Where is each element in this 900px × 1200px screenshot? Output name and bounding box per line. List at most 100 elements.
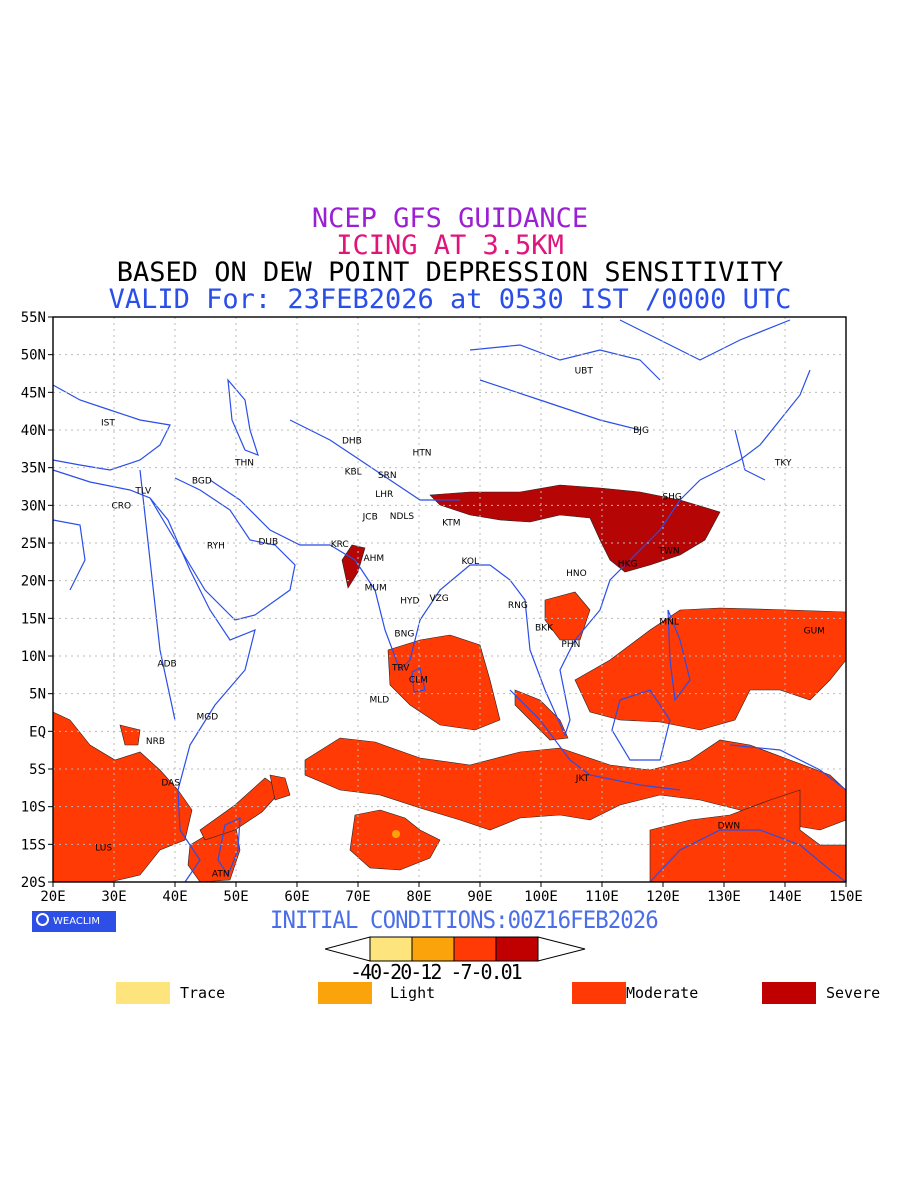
longitude-ticks: 20E 30E 40E 50E 60E 70E 80E 90E 100E 110E 120E 130E… [40, 882, 863, 905]
station-label-ktm: KTM [442, 519, 460, 529]
station-label-mnl: MNL [659, 617, 679, 627]
title-line-2: ICING AT 3.5KM [336, 230, 564, 261]
colorbar [325, 936, 586, 962]
lon-tick-label: 110E [585, 889, 619, 905]
station-label-shg: SHG [662, 492, 681, 502]
lon-tick-label: 130E [707, 889, 741, 905]
station-label-gum: GUM [804, 626, 825, 636]
lon-tick-label: 40E [162, 889, 187, 905]
lon-tick-label: 150E [829, 889, 863, 905]
lat-tick-label: EQ [29, 724, 46, 740]
station-label-atn: ATN [212, 870, 230, 880]
legend-swatch-moderate [572, 982, 626, 1004]
station-label-lhr: LHR [375, 490, 393, 500]
station-label-dhb: DHB [342, 437, 362, 447]
station-label-dwn: DWN [718, 822, 741, 832]
latitude-ticks: 55N 50N 45N 40N 35N 30N 25N 20N 15N 10N 5N EQ 5S 10S 1… [21, 310, 53, 891]
station-label-mgd: MGD [196, 712, 218, 722]
station-label-tky: TKY [774, 458, 792, 468]
colorbar-labels: -40-20-12 -7-0.01 [350, 960, 523, 984]
station-label-kbl: KBL [345, 467, 362, 477]
station-label-jkt: JKT [575, 774, 590, 784]
station-label-vzg: VZG [429, 594, 448, 604]
lat-tick-label: 10N [21, 649, 46, 665]
title-line-4: VALID For: 23FEB2026 at 0530 IST /0000 U… [108, 284, 792, 315]
lat-tick-label: 55N [21, 310, 46, 326]
station-label-ist: IST [101, 418, 115, 428]
station-label-rng: RNG [508, 601, 528, 611]
legend-label-severe: Severe [826, 984, 881, 1002]
lat-tick-label: 20S [21, 875, 46, 891]
station-label-bjg: BJG [633, 426, 649, 436]
lat-lon-grid [53, 317, 846, 882]
station-label-hyd: HYD [400, 596, 419, 606]
station-label-tlv: TLV [134, 486, 152, 496]
initial-conditions: INITIAL CONDITIONS:00Z16FEB2026 [270, 906, 659, 934]
colorbar-cell-moderate [453, 936, 497, 962]
lat-tick-label: 30N [21, 498, 46, 514]
station-label-ryh: RYH [207, 541, 225, 551]
weaclim-badge: WEACLIM [32, 911, 116, 932]
station-label-trv: TRV [391, 663, 410, 673]
lat-tick-label: 50N [21, 348, 46, 364]
station-label-krc: KRC [331, 540, 349, 550]
colorbar-cell-trace [369, 936, 413, 962]
station-label-bgd: BGD [192, 476, 212, 486]
station-label-adb: ADB [157, 660, 176, 670]
coastlines [52, 319, 847, 883]
station-label-jcb: JCB [362, 513, 378, 523]
station-label-ubt: UBT [575, 366, 594, 376]
colorbar-cell-severe [495, 936, 539, 962]
station-label-ndls: NDLS [390, 512, 415, 522]
lat-tick-label: 10S [21, 800, 46, 816]
legend-swatch-severe [762, 982, 816, 1004]
lat-tick-label: 45N [21, 385, 46, 401]
lat-tick-label: 35N [21, 461, 46, 477]
icing-areas-moderate [52, 591, 847, 883]
title-line-3: BASED ON DEW POINT DEPRESSION SENSITIVIT… [116, 257, 784, 288]
legend-swatch-trace [116, 982, 170, 1004]
lon-tick-label: 120E [646, 889, 680, 905]
weaclim-logo-icon [36, 913, 49, 926]
icing-map: 20E 30E 40E 50E 60E 70E 80E 90E 100E 110E 120E 130E… [21, 310, 863, 905]
lon-tick-label: 70E [345, 889, 370, 905]
colorbar-right-arrow [537, 936, 586, 962]
lat-tick-label: 20N [21, 574, 46, 590]
station-label-clm: CLM [409, 675, 428, 685]
lon-tick-label: 90E [467, 889, 492, 905]
lat-tick-label: 15S [21, 837, 46, 853]
station-label-twn: TWN [658, 547, 680, 557]
station-label-thn: THN [234, 458, 254, 468]
station-label-nrb: NRB [146, 737, 165, 747]
station-label-phn: PHN [561, 640, 580, 650]
station-label-srn: SRN [378, 471, 397, 481]
lon-tick-label: 100E [524, 889, 558, 905]
lon-tick-label: 50E [223, 889, 248, 905]
legend-label-trace: Trace [180, 984, 226, 1002]
station-label-bng: BNG [394, 629, 414, 639]
station-label-mum: MUM [365, 583, 387, 593]
station-label-hkg: HKG [618, 559, 638, 569]
station-label-lus: LUS [95, 843, 112, 853]
station-label-cro: CRO [112, 501, 132, 511]
lat-tick-label: 15N [21, 611, 46, 627]
station-label-hno: HNO [566, 569, 587, 579]
lon-tick-label: 60E [284, 889, 309, 905]
station-labels: UBT IST BJG DHB HTN THN KBL SRN TKY BGD TLV LHR SHG C… [95, 366, 825, 879]
icing-spot-light [392, 830, 400, 838]
station-label-bkk: BKK [535, 623, 554, 633]
station-label-das: DAS [161, 779, 180, 789]
lat-tick-label: 25N [21, 536, 46, 552]
station-label-dub: DUB [258, 537, 278, 547]
station-label-ahm: AHM [364, 554, 385, 564]
map-frame [52, 316, 847, 883]
lon-tick-label: 140E [768, 889, 802, 905]
lat-tick-label: 40N [21, 423, 46, 439]
colorbar-left-arrow [325, 936, 371, 962]
title-line-1: NCEP GFS GUIDANCE [311, 203, 589, 234]
legend-label-moderate: Moderate [626, 984, 699, 1002]
lon-tick-label: 20E [40, 889, 65, 905]
lon-tick-label: 30E [101, 889, 126, 905]
lat-tick-label: 5S [29, 762, 46, 778]
weaclim-label: WEACLIM [53, 916, 101, 927]
